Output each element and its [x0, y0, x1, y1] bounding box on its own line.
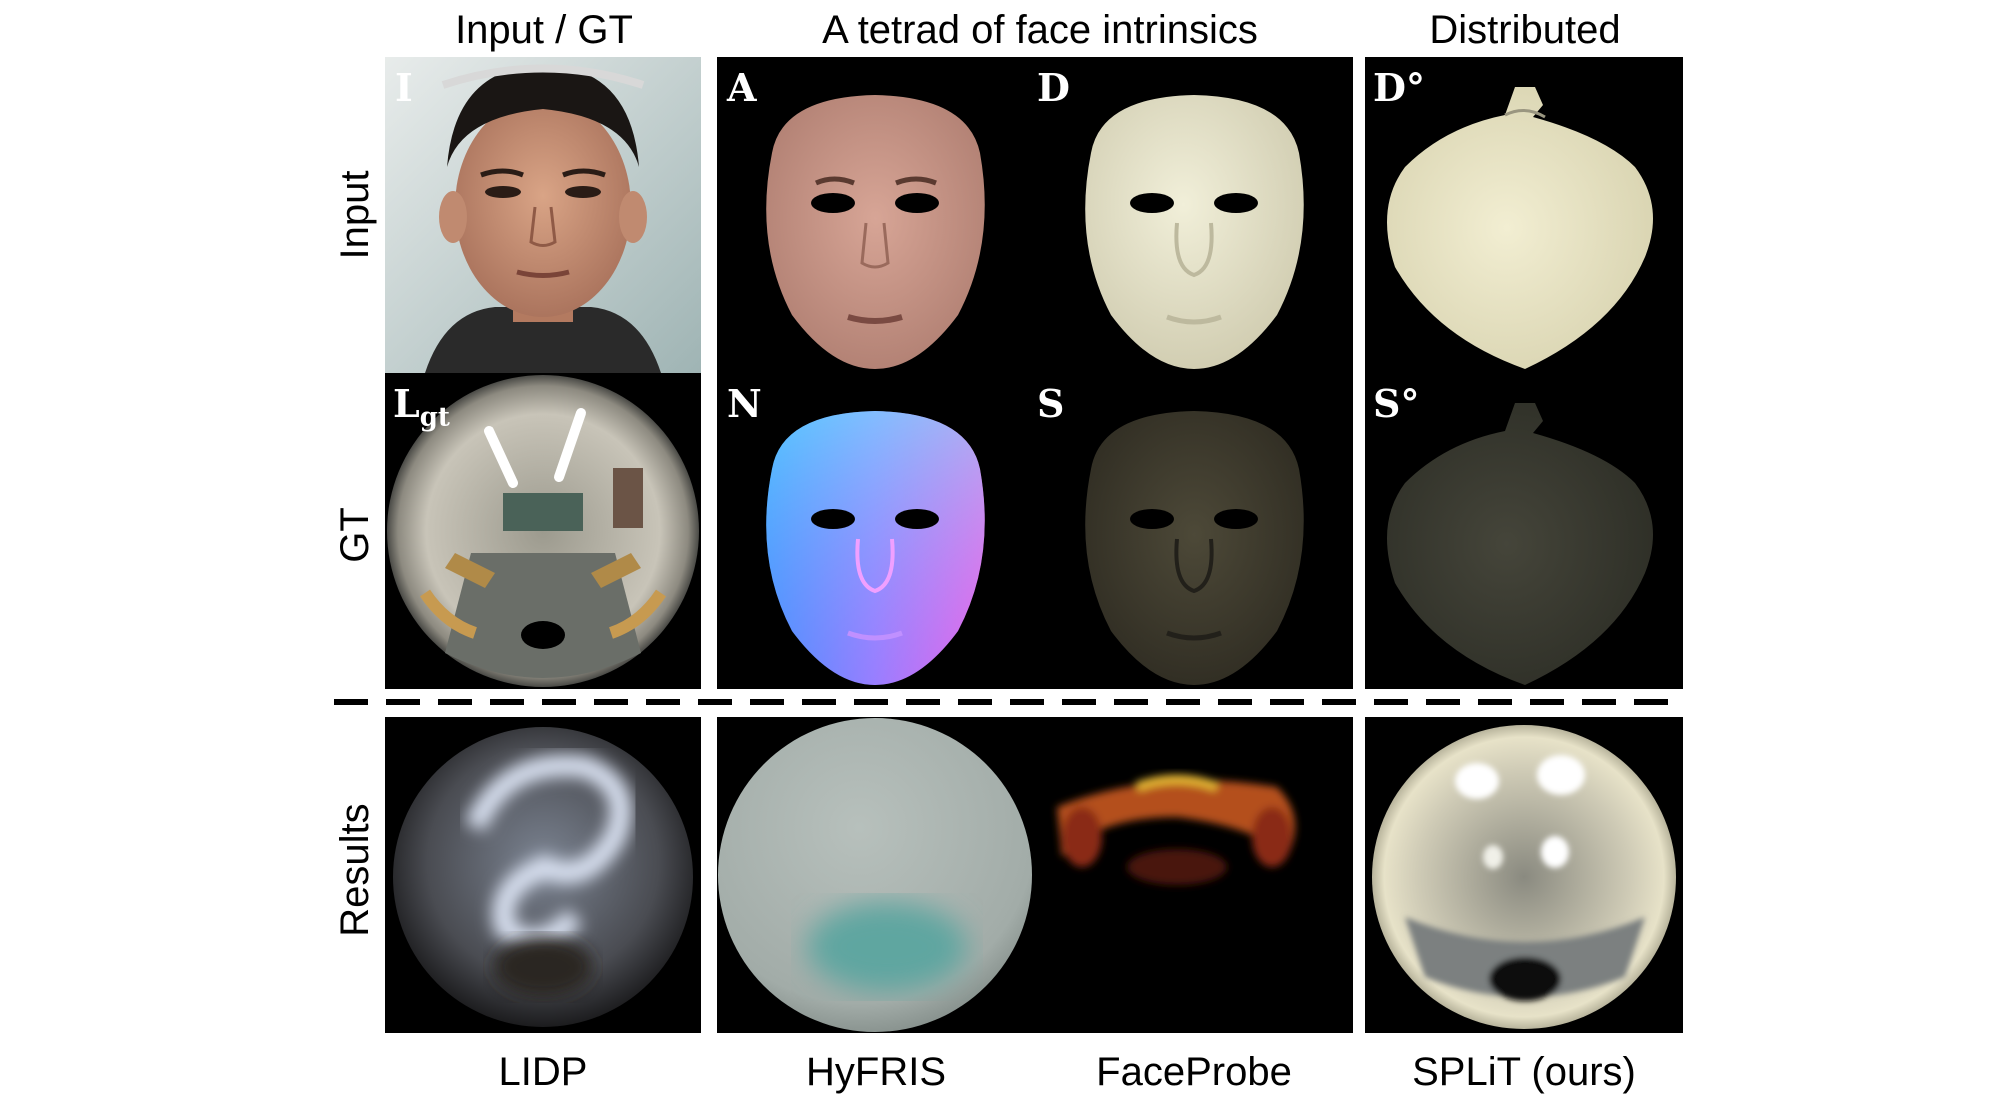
panel-label-l-gt: Lgt: [393, 385, 450, 431]
gt-envmap-panel: Lgt: [385, 373, 701, 689]
caption-split: SPLiT (ours): [1365, 1052, 1683, 1092]
caption-faceprobe: FaceProbe: [1035, 1052, 1353, 1092]
result-split-sphere: [1365, 717, 1683, 1033]
panel-label-s-distributed: S°: [1373, 385, 1419, 423]
result-lidp-sphere: [385, 717, 701, 1033]
panel-label-n: N: [727, 385, 762, 423]
result-split-panel: [1365, 717, 1683, 1033]
tetrad-face-intrinsics: [717, 57, 1353, 689]
dashed-separator: [334, 699, 1682, 705]
panel-label-d-distributed: D°: [1373, 69, 1425, 107]
caption-lidp: LIDP: [385, 1052, 701, 1092]
result-lidp-panel: [385, 717, 701, 1033]
input-face-photo: [385, 57, 701, 373]
row-header-input: Input: [335, 115, 375, 315]
distributed-diffuse-panel: D°: [1365, 57, 1683, 373]
column-header-tetrad: A tetrad of face intrinsics: [715, 10, 1365, 50]
result-hyfris-faceprobe-block: [717, 717, 1353, 1033]
column-header-input-gt: Input / GT: [384, 10, 704, 50]
panel-label-s: S: [1037, 385, 1064, 423]
tetrad-block: A D N S: [717, 57, 1353, 689]
column-header-distributed: Distributed: [1365, 10, 1685, 50]
panel-label-d: D: [1037, 69, 1070, 107]
panel-label-a: A: [727, 69, 756, 107]
distributed-shading-panel: S°: [1365, 373, 1683, 689]
row-header-gt: GT: [335, 435, 375, 635]
panel-label-i: I: [395, 69, 413, 107]
caption-hyfris: HyFRIS: [717, 1052, 1035, 1092]
input-photo-panel: I: [385, 57, 701, 373]
row-header-results: Results: [335, 770, 375, 970]
result-hyfris-faceprobe: [717, 717, 1353, 1033]
